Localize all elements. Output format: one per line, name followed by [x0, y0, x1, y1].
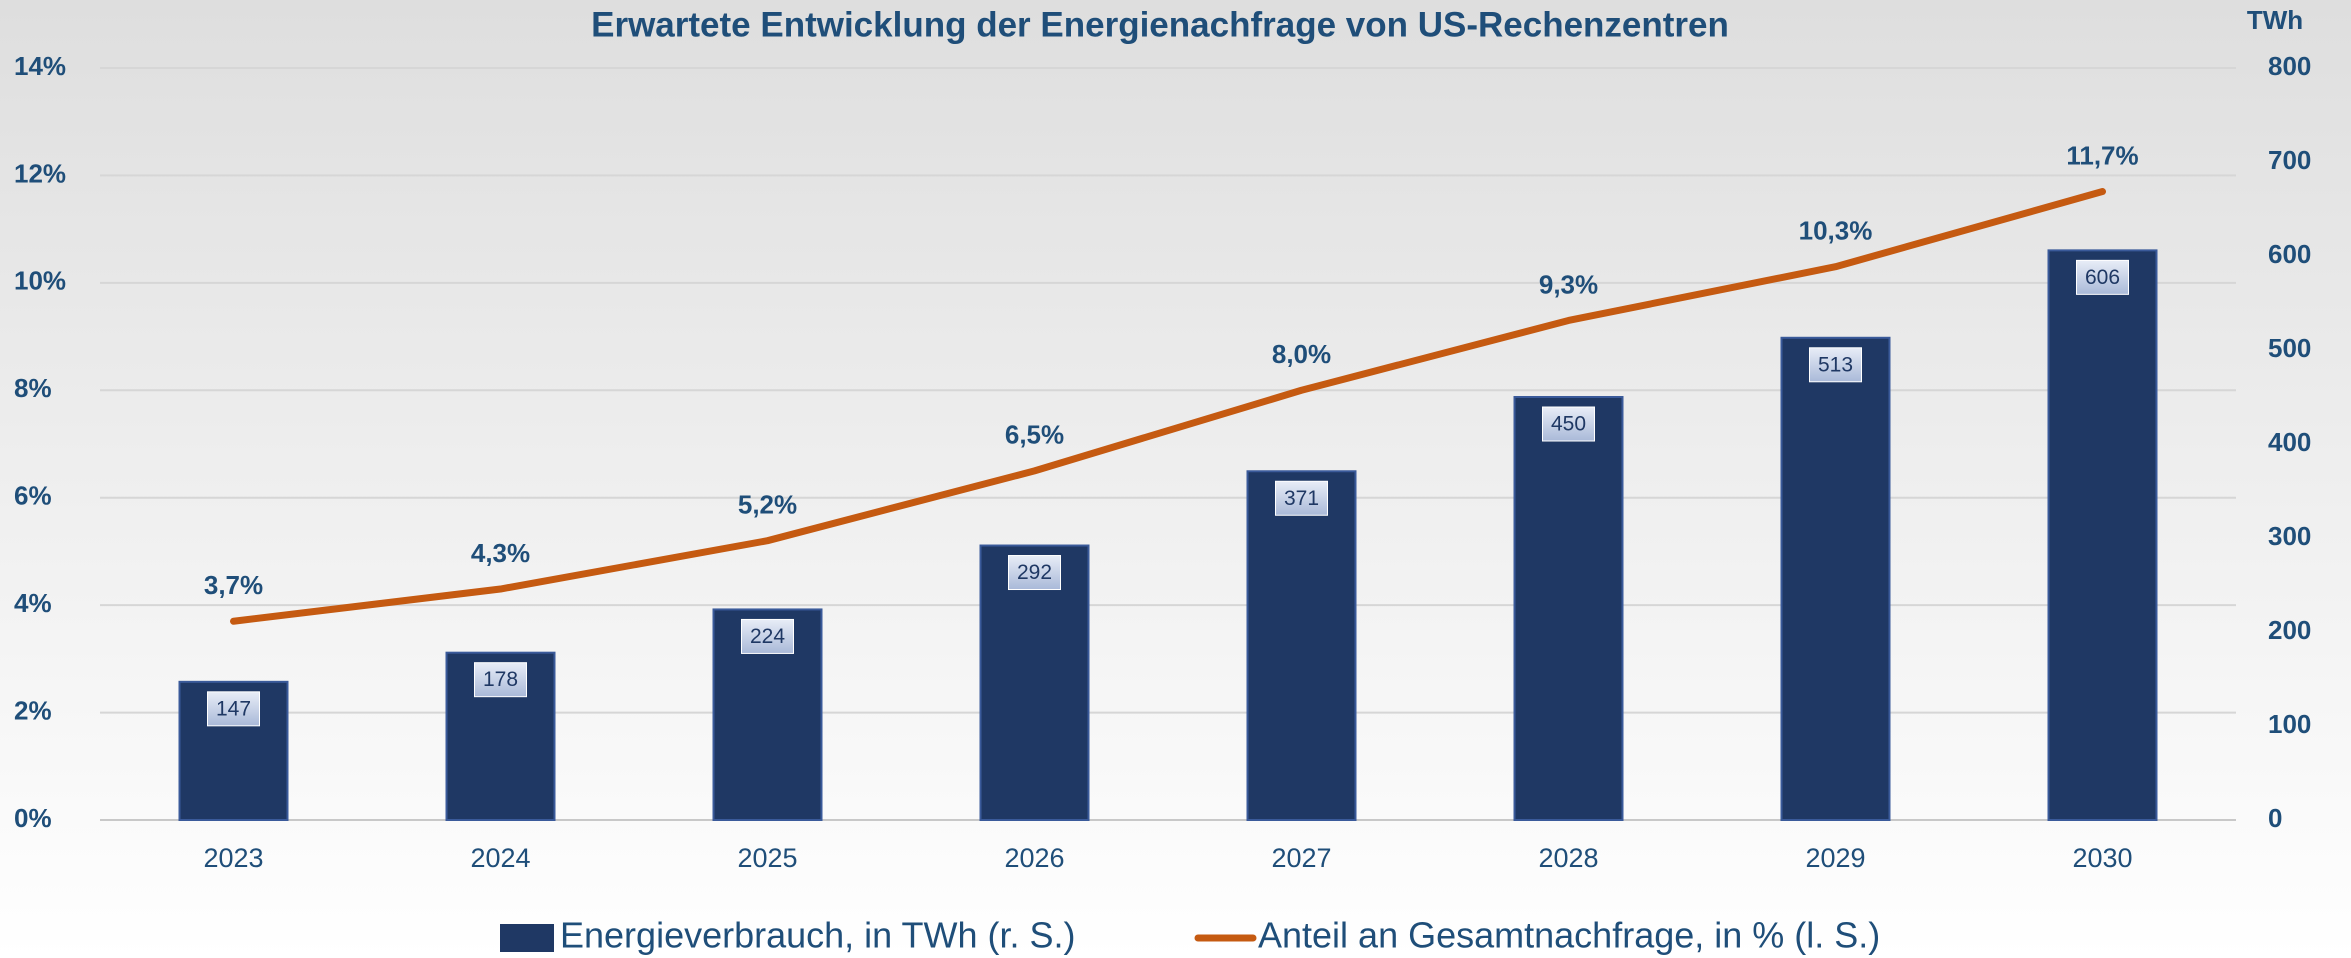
- data-label: 3,7%: [204, 570, 263, 600]
- y2-tick-label: 100: [2268, 709, 2311, 739]
- data-label-box: [741, 618, 794, 654]
- y2-tick-label: 500: [2268, 333, 2311, 363]
- legend-label: Energieverbrauch, in TWh (r. S.): [560, 915, 1076, 956]
- data-label: 178: [483, 668, 518, 691]
- y2-tick-label: 400: [2268, 427, 2311, 457]
- bar: [979, 544, 1090, 822]
- y2-tick-label: 800: [2268, 51, 2311, 81]
- x-tick-label: 2023: [203, 843, 263, 873]
- y2-tick-label: 700: [2268, 145, 2311, 175]
- y-tick-label: 14%: [14, 51, 66, 81]
- data-label-box: [1008, 555, 1061, 591]
- x-tick-label: 2025: [737, 843, 797, 873]
- x-tick-label: 2027: [1271, 843, 1331, 873]
- data-label-box: [1542, 406, 1595, 442]
- legend-swatch: [500, 924, 554, 952]
- y-tick-label: 6%: [14, 481, 52, 511]
- data-label: 8,0%: [1272, 339, 1331, 369]
- y-tick-label: 2%: [14, 695, 52, 725]
- data-label: 224: [750, 625, 785, 648]
- data-label: 450: [1551, 413, 1586, 436]
- data-label: 11,7%: [2066, 140, 2138, 170]
- x-tick-label: 2028: [1538, 843, 1598, 873]
- y2-axis-label: TWh: [2247, 5, 2303, 35]
- data-label: 292: [1017, 561, 1052, 584]
- data-label: 6,5%: [1005, 420, 1064, 450]
- data-label: 9,3%: [1539, 269, 1598, 299]
- x-tick-label: 2026: [1004, 843, 1064, 873]
- y2-tick-label: 300: [2268, 521, 2311, 551]
- y-tick-label: 10%: [14, 266, 66, 296]
- legend-label: Anteil an Gesamtnachfrage, in % (l. S.): [1258, 915, 1880, 956]
- data-label: 10,3%: [1799, 216, 1873, 246]
- line: [230, 188, 2106, 625]
- bar: [1513, 396, 1624, 821]
- x-tick-label: 2024: [470, 843, 530, 873]
- bar: [2047, 249, 2158, 822]
- chart-title: Erwartete Entwicklung der Energienachfra…: [591, 5, 1729, 44]
- data-label: 513: [1818, 353, 1853, 376]
- data-label: 4,3%: [471, 538, 530, 568]
- y2-tick-label: 0: [2268, 803, 2282, 833]
- data-label-box: [2076, 259, 2129, 295]
- x-tick-label: 2029: [1805, 843, 1865, 873]
- y-tick-label: 8%: [14, 373, 52, 403]
- data-label: 147: [216, 697, 251, 720]
- data-label-box: [207, 691, 260, 727]
- y-tick-label: 12%: [14, 158, 66, 188]
- y2-tick-label: 200: [2268, 615, 2311, 645]
- bar: [1780, 336, 1891, 821]
- data-label: 606: [2085, 266, 2120, 289]
- bar: [1246, 470, 1357, 821]
- data-label-box: [474, 662, 527, 698]
- data-label: 371: [1284, 487, 1319, 510]
- y-tick-label: 0%: [14, 803, 52, 833]
- y2-tick-label: 600: [2268, 239, 2311, 269]
- x-tick-label: 2030: [2072, 843, 2132, 873]
- data-label: 5,2%: [738, 490, 797, 520]
- data-label-box: [1275, 480, 1328, 516]
- data-label-box: [1809, 347, 1862, 383]
- y-tick-label: 4%: [14, 588, 52, 618]
